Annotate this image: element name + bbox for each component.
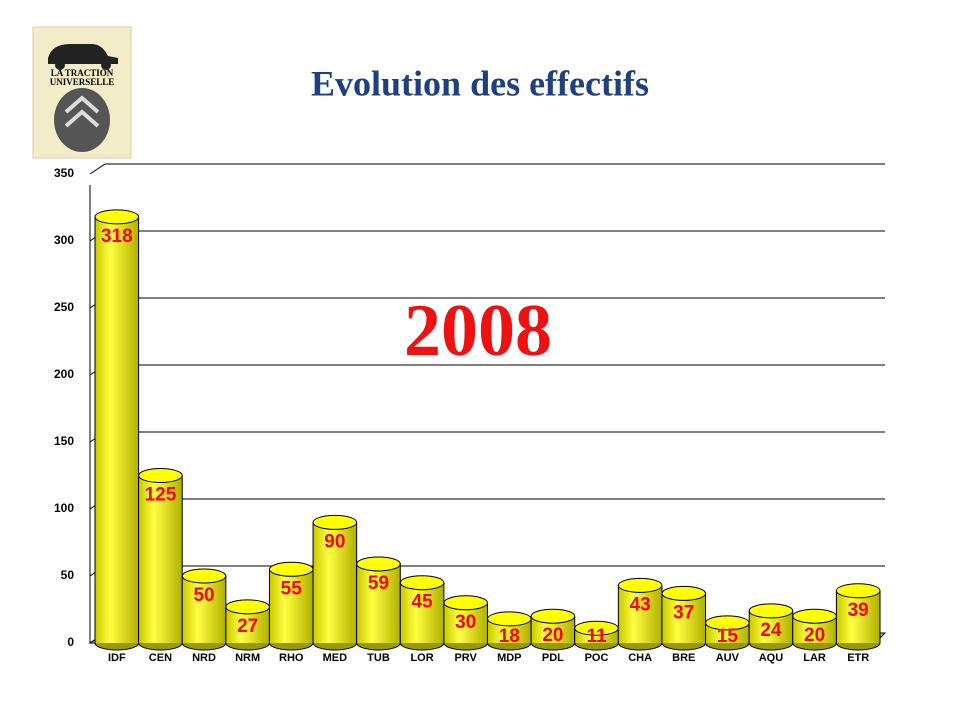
bar xyxy=(836,590,880,643)
bar xyxy=(356,563,401,643)
x-tick-label: PDL xyxy=(542,652,564,664)
x-tick-label: CEN xyxy=(149,652,172,664)
value-label: 59 xyxy=(368,573,389,594)
value-label: 15 xyxy=(717,626,739,647)
grid-line xyxy=(89,431,885,443)
bar xyxy=(182,576,226,643)
value-label: 90 xyxy=(324,531,345,552)
x-tick-label: CHA xyxy=(628,652,652,664)
bar xyxy=(313,522,357,643)
bar-cap xyxy=(268,561,314,577)
value-label: 37 xyxy=(673,602,694,623)
x-tick-label: NRD xyxy=(192,652,216,664)
bar-cap xyxy=(225,599,270,615)
y-tick-label: 200 xyxy=(54,367,74,381)
value-label: 20 xyxy=(804,625,825,646)
y-tick-label: 350 xyxy=(54,166,74,180)
bar xyxy=(400,582,444,643)
value-label: 39 xyxy=(848,600,869,621)
bar-cap xyxy=(181,568,227,584)
y-tick-label: 100 xyxy=(54,501,74,515)
x-tick-label: RHO xyxy=(279,652,304,664)
bar-cap xyxy=(748,603,794,619)
value-label: 11 xyxy=(586,626,607,647)
value-label: 20 xyxy=(542,625,563,646)
bar-cap xyxy=(443,595,489,611)
logo: LA TRACTION UNIVERSELLE xyxy=(32,26,132,159)
x-tick-label: PRV xyxy=(454,652,477,664)
annotation: 2008 xyxy=(404,290,552,372)
bar xyxy=(95,216,139,643)
x-tick-label: NRM xyxy=(235,652,260,664)
value-label: 45 xyxy=(412,592,434,613)
bar-cap xyxy=(356,556,401,572)
bar-cap xyxy=(792,608,837,624)
bar-cap xyxy=(312,514,358,530)
grid-line xyxy=(89,498,885,510)
x-tick-label: MED xyxy=(323,652,348,664)
y-tick-label: 0 xyxy=(67,635,74,649)
value-label: 318 xyxy=(101,226,133,247)
value-label: 18 xyxy=(499,626,520,647)
logo-wheel xyxy=(55,60,65,70)
x-tick-label: AUV xyxy=(716,652,740,664)
chart-title: Evolution des effectifs xyxy=(311,63,649,103)
logo-text: UNIVERSELLE xyxy=(50,77,115,87)
x-tick-label: LOR xyxy=(410,652,433,664)
bar-cap xyxy=(835,583,881,599)
value-label: 43 xyxy=(630,594,651,615)
bar-cap xyxy=(94,209,140,225)
value-label: 125 xyxy=(145,485,177,506)
logo-text: LA TRACTION xyxy=(51,68,114,78)
value-label: 27 xyxy=(237,616,258,637)
logo-chevrons xyxy=(64,95,100,128)
value-label: 24 xyxy=(760,620,782,641)
x-tick-label: IDF xyxy=(108,652,126,664)
bar-cap xyxy=(399,575,445,591)
grid-line xyxy=(89,230,885,242)
value-label: 30 xyxy=(455,612,476,633)
x-tick-label: AQU xyxy=(759,652,784,664)
bar-outline xyxy=(835,590,881,643)
y-tick-label: 150 xyxy=(54,434,74,448)
y-tick-label: 300 xyxy=(54,233,74,247)
bar-cap xyxy=(530,608,576,624)
bar-cap xyxy=(487,611,532,627)
x-tick-label: BRE xyxy=(672,652,695,664)
y-tick-label: 50 xyxy=(61,568,75,582)
logo-emblem xyxy=(54,88,110,152)
value-label: 55 xyxy=(281,578,303,599)
x-tick-label: POC xyxy=(585,652,609,664)
bar xyxy=(269,569,314,643)
bar xyxy=(661,593,706,643)
value-label: 50 xyxy=(193,585,214,606)
bar xyxy=(618,585,662,643)
x-tick-label: LAR xyxy=(803,652,826,664)
bar-cap xyxy=(617,577,663,593)
y-tick-label: 250 xyxy=(54,300,74,314)
x-tick-label: TUB xyxy=(367,652,390,664)
bar-cap xyxy=(661,585,707,601)
bar xyxy=(138,475,183,643)
grid-line xyxy=(89,163,885,175)
logo-car xyxy=(48,44,118,64)
x-tick-label: ETR xyxy=(847,652,869,664)
bar-cap xyxy=(138,468,183,483)
x-tick-label: MDP xyxy=(497,652,521,664)
logo-wheel xyxy=(101,60,111,70)
